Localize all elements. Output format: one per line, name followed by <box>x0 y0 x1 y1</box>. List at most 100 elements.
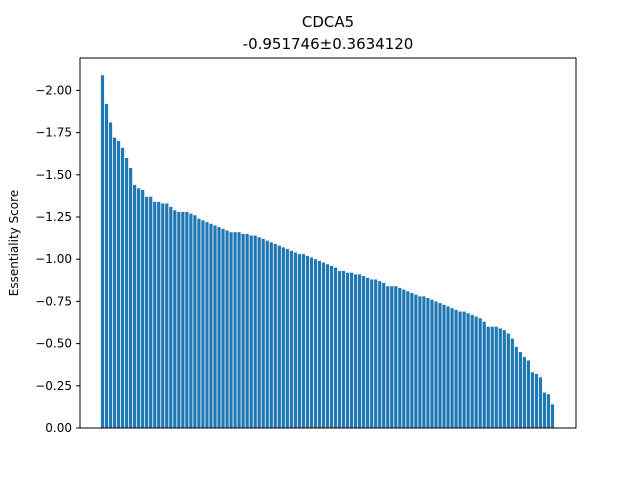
bar <box>506 333 510 428</box>
bar <box>181 211 185 428</box>
y-tick-label: 0.00 <box>45 421 72 435</box>
bar <box>305 255 310 428</box>
bar <box>402 289 406 428</box>
bar <box>362 276 366 428</box>
bar <box>245 233 249 428</box>
bar <box>209 223 213 428</box>
bar <box>542 392 547 428</box>
bar <box>450 308 454 428</box>
bar <box>253 235 257 428</box>
bar <box>434 301 438 428</box>
bar <box>145 196 149 428</box>
bar <box>482 321 486 428</box>
bar <box>378 281 382 428</box>
bar <box>442 304 446 428</box>
bar-series <box>100 75 555 429</box>
bar <box>217 227 221 428</box>
bar <box>229 232 233 428</box>
bar <box>478 318 482 428</box>
y-tick-label: −1.75 <box>35 126 72 140</box>
bar <box>522 357 526 428</box>
bar <box>454 309 458 428</box>
bar <box>153 201 157 428</box>
chart-subtitle: -0.951746±0.3634120 <box>243 35 414 53</box>
bar <box>354 274 358 428</box>
bar <box>390 286 394 428</box>
bar <box>157 201 161 428</box>
bar <box>161 203 165 428</box>
bar <box>137 188 141 428</box>
bar <box>177 211 181 428</box>
y-tick-label: −0.25 <box>35 379 72 393</box>
bar <box>486 326 490 428</box>
bar <box>197 218 201 428</box>
bar <box>104 103 109 429</box>
bar <box>169 206 173 428</box>
bar <box>289 250 293 428</box>
bar <box>317 260 322 428</box>
bar <box>494 326 498 428</box>
bar <box>133 184 137 428</box>
bar <box>241 233 245 428</box>
bar <box>165 203 169 428</box>
bar <box>221 228 225 428</box>
bar <box>458 311 462 428</box>
bar <box>337 271 342 428</box>
y-tick-label: −0.75 <box>35 294 72 308</box>
bar <box>374 279 378 428</box>
bar <box>470 314 474 428</box>
bar <box>257 237 261 428</box>
bar <box>430 299 434 428</box>
bar <box>382 282 386 428</box>
bar <box>345 272 350 428</box>
plot-frame <box>79 57 577 429</box>
bar <box>237 232 241 428</box>
bar <box>550 404 555 428</box>
bar <box>205 222 209 428</box>
bar <box>269 242 273 428</box>
bar <box>426 298 430 428</box>
bar <box>321 262 326 428</box>
y-tick-label: −1.00 <box>35 252 72 266</box>
bar <box>358 274 362 428</box>
bar <box>233 232 237 428</box>
bar <box>100 75 105 429</box>
bar <box>446 306 450 428</box>
bar <box>129 168 133 429</box>
bar <box>418 296 422 428</box>
y-tick-label: −1.50 <box>35 168 72 182</box>
bar <box>149 196 153 428</box>
chart-title: CDCA5 <box>302 13 354 31</box>
bar <box>189 213 193 428</box>
bar <box>474 316 478 428</box>
bar <box>510 338 514 428</box>
bar <box>225 230 229 428</box>
bar <box>370 279 374 428</box>
bar <box>329 265 334 428</box>
bar <box>249 235 253 428</box>
bar <box>386 286 390 428</box>
y-axis-label: Essentiality Score <box>7 190 21 296</box>
bar <box>438 303 442 428</box>
bar <box>297 254 301 428</box>
bar <box>518 352 522 428</box>
bar <box>422 296 426 428</box>
bar <box>514 346 518 428</box>
bar <box>285 249 289 428</box>
bar <box>116 141 121 429</box>
bar <box>125 157 129 429</box>
bar <box>325 264 330 428</box>
bar <box>277 245 281 428</box>
bar <box>273 244 277 428</box>
bar <box>498 328 502 428</box>
y-tick-label: −0.50 <box>35 337 72 351</box>
bar <box>261 238 265 428</box>
bar <box>530 372 535 428</box>
bar <box>502 330 506 428</box>
bar <box>120 147 125 429</box>
bar <box>281 247 285 428</box>
bar <box>313 259 318 428</box>
bar <box>193 215 197 428</box>
bar <box>526 360 530 428</box>
